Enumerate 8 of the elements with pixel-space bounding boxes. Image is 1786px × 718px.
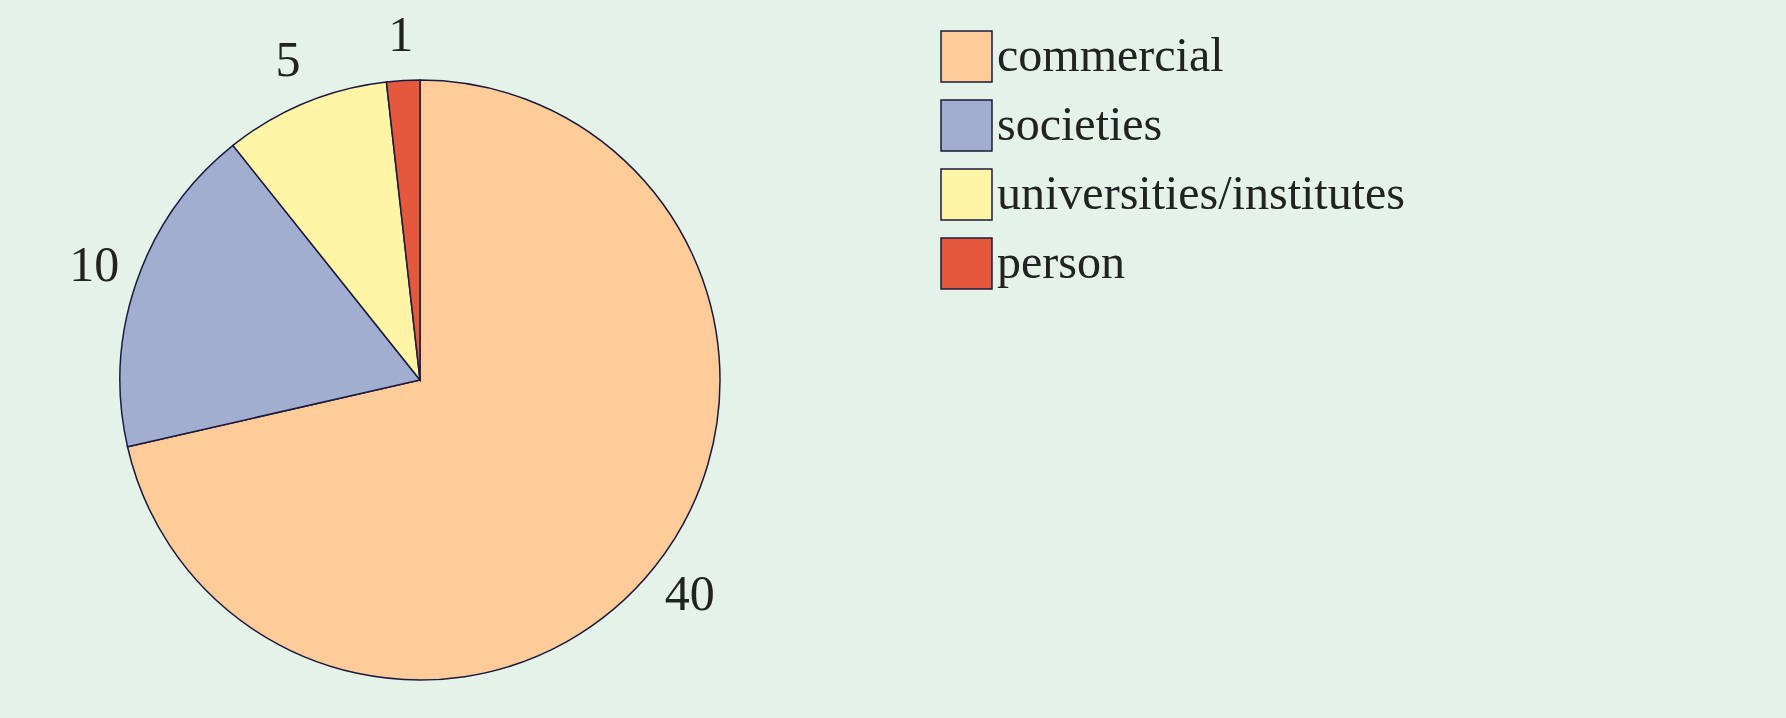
data-label: 40 <box>664 565 715 622</box>
legend-label: universities/institutes <box>997 165 1405 219</box>
data-label: 5 <box>275 31 301 88</box>
data-label: 1 <box>388 5 414 62</box>
data-label: 10 <box>69 236 120 293</box>
legend-label: societies <box>997 96 1163 150</box>
legend-label: commercial <box>997 27 1224 81</box>
legend-label: person <box>997 234 1125 288</box>
